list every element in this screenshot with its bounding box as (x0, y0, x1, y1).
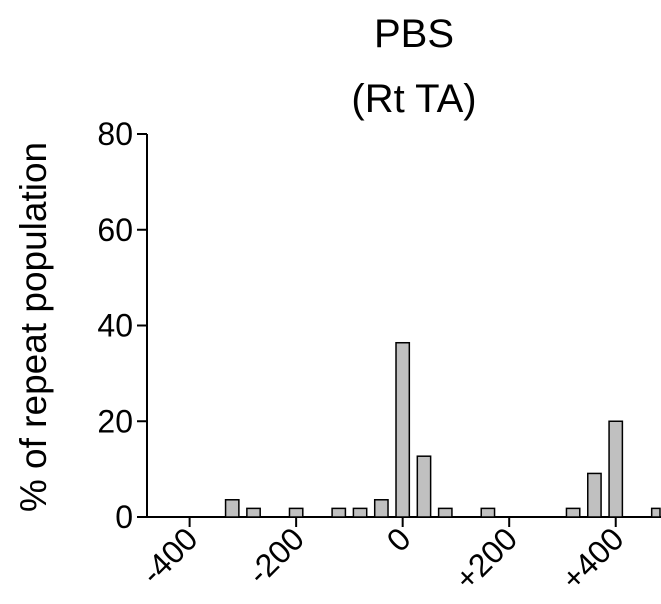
histogram-bar (437, 507, 453, 518)
histogram-bar (331, 507, 347, 518)
y-tick-label: 20 (97, 403, 133, 439)
histogram-bar (352, 507, 368, 518)
histogram-bar (246, 507, 261, 518)
histogram-bar (395, 341, 411, 518)
chart-title: PBS (374, 12, 454, 56)
y-axis-label: % of repeat population (13, 142, 54, 512)
histogram-bar (224, 499, 240, 518)
y-tick-label: 60 (97, 212, 133, 248)
histogram-bar (650, 507, 661, 518)
y-tick-label: 80 (97, 116, 133, 152)
y-tick-label: 0 (115, 499, 133, 535)
y-tick-label: 40 (97, 308, 133, 344)
x-tick-label: +400 (554, 520, 630, 596)
chart-subtitle: (Rt TA) (351, 77, 476, 121)
histogram-bar (373, 499, 389, 518)
histogram-bar (416, 455, 432, 518)
x-tick-label: +200 (448, 520, 524, 596)
x-ticks-group: -400 -200 0 +200 +400 (134, 517, 631, 597)
histogram-bar (565, 507, 581, 518)
x-tick-label: -400 (134, 520, 205, 591)
histogram-bar (608, 420, 624, 518)
histogram-bar (288, 507, 304, 518)
histogram-bar (587, 472, 602, 518)
x-tick-label: -200 (240, 520, 311, 591)
x-tick-label: 0 (380, 520, 418, 558)
histogram-bar (480, 507, 496, 518)
y-ticks-group: 0 20 40 60 80 (97, 116, 147, 535)
bars-group (224, 341, 661, 518)
